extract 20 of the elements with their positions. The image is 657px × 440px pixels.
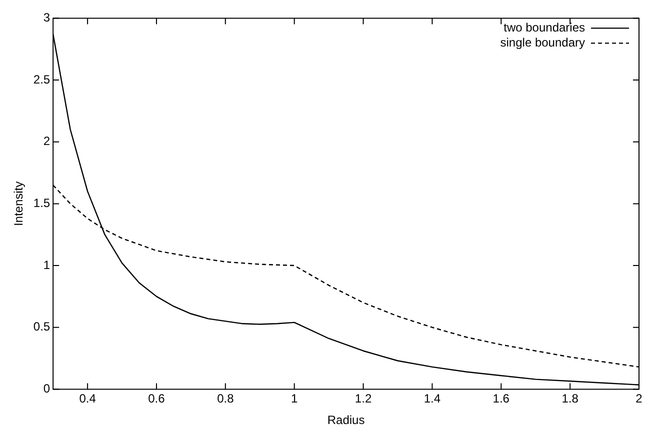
y-tick-label: 0 (43, 382, 50, 396)
legend-label: single boundary (500, 36, 585, 50)
y-tick-label: 2 (43, 134, 50, 148)
x-tick-label: 1 (291, 392, 298, 406)
x-tick-label: 1.6 (492, 392, 510, 406)
x-tick-label: 1.8 (562, 392, 579, 406)
legend-label: two boundaries (504, 20, 585, 35)
y-tick-label: 0.5 (33, 320, 50, 334)
x-tick-label: 0.8 (217, 392, 234, 406)
y-tick-label: 1.5 (33, 196, 50, 210)
y-tick-label: 1 (43, 258, 50, 272)
x-tick-label: 0.6 (148, 392, 166, 406)
x-tick-label: 0.4 (79, 392, 96, 406)
y-tick-label: 3 (43, 10, 50, 25)
x-tick-label: 1.4 (424, 392, 441, 406)
x-axis-title: Radius (327, 413, 365, 428)
y-tick-label: 2.5 (33, 72, 50, 86)
x-tick-label: 1.2 (354, 392, 372, 406)
x-tick-label: 2 (636, 392, 643, 406)
y-axis-title: Intensity (12, 181, 26, 226)
